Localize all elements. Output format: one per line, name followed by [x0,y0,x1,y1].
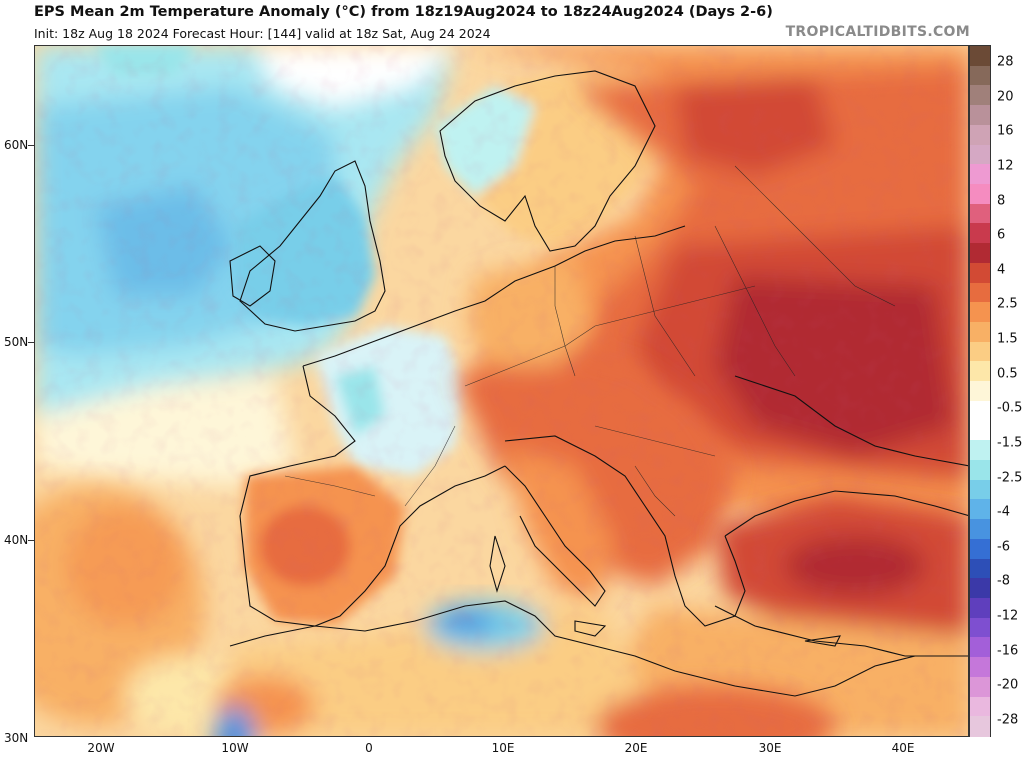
colorbar-label: -4 [997,504,1010,520]
lon-label-0: 0 [365,741,373,755]
britain-coast [239,160,386,332]
colorbar-segment [970,164,990,185]
north-africa-coast [229,600,916,697]
lon-label-40e: 40E [891,741,915,755]
temperature-anomaly-map [34,45,969,737]
colorbar-segment [970,400,990,422]
black-sea-north-coast [734,375,968,467]
colorbar-label: -1.5 [997,435,1023,451]
colorbar-label: -28 [997,712,1019,728]
colorbar-label: 4 [997,262,1006,278]
colorbar-segment [970,184,990,205]
lat-label-40n: 40N [4,533,29,547]
colorbar-segment [970,243,990,264]
colorbar-label: -0.5 [997,400,1023,416]
colorbar-segment [970,538,990,560]
colorbar-segment [970,578,990,599]
lon-label-20w: 20W [87,741,115,755]
colorbar-label: -8 [997,573,1010,589]
map-canvas [35,46,968,736]
western-europe-coast [239,365,506,627]
map-title: EPS Mean 2m Temperature Anomaly (°C) fro… [34,4,773,20]
lat-label-60n: 60N [4,138,29,152]
colorbar-label: 0.5 [997,366,1018,382]
lon-label-10w: 10W [221,741,249,755]
colorbar-label: -2.5 [997,470,1023,486]
colorbar-segment [970,637,990,658]
lon-label-30e: 30E [758,741,782,755]
colorbar-label: 6 [997,227,1006,243]
sardinia-coast [489,535,506,593]
colorbar-segment [970,696,990,717]
brand-watermark: TROPICALTIDBITS.COM [785,24,970,40]
colorbar-label: 1.5 [997,331,1018,347]
turkey-south-coast [714,605,968,657]
colorbar-segment [970,499,990,520]
colorbar-legend [969,45,991,737]
italy-coast [504,465,606,607]
colorbar-segment [970,676,990,698]
colorbar-segment [970,341,990,363]
lat-label-30n: 30N [4,731,29,745]
colorbar-label: 16 [997,123,1014,139]
colorbar-segment [970,420,990,441]
lon-label-10e: 10E [491,741,515,755]
texture-overlay [35,46,968,736]
colorbar-segment [970,46,990,67]
colorbar-label: -20 [997,677,1019,693]
colorbar-segment [970,262,990,284]
cyprus-coast [804,635,841,647]
colorbar-segment [970,65,990,87]
colorbar-segment [970,479,990,501]
colorbar-segment [970,598,990,619]
ireland-coast [229,245,276,307]
north-sea-coast [302,225,686,367]
colorbar-segment [970,85,990,106]
colorbar-label: -12 [997,608,1019,624]
colorbar-label: -16 [997,643,1019,659]
colorbar-label: 12 [997,158,1014,174]
colorbar-segment [970,124,990,146]
colorbar-segment [970,716,990,737]
coastlines [229,70,968,697]
lon-label-20e: 20E [624,741,648,755]
colorbar-label: -6 [997,539,1010,555]
colorbar-segment [970,144,990,165]
colorbar-segment [970,203,990,225]
colorbar-segment [970,361,990,382]
colorbar-segment [970,105,990,126]
colorbar-label: 20 [997,89,1014,105]
lat-label-50n: 50N [4,335,29,349]
colorbar-label: 2.5 [997,296,1018,312]
colorbar-segment [970,657,990,678]
scandinavia-coast [439,70,656,252]
colorbar-segment [970,558,990,579]
colorbar-segment [970,440,990,461]
colorbar-segment [970,381,990,402]
colorbar-segment [970,519,990,540]
map-subtitle: Init: 18z Aug 18 2024 Forecast Hour: [14… [34,26,491,41]
colorbar-segment [970,460,990,481]
sicily-coast [574,620,607,637]
country-borders [284,165,896,517]
lat-tick [28,145,34,146]
lat-tick [28,540,34,541]
colorbar-segment [970,617,990,639]
colorbar-segment [970,223,990,244]
black-sea-south-coast [724,490,968,537]
colorbar-segment [970,322,990,343]
colorbar-label: 8 [997,193,1006,209]
colorbar-segment [970,302,990,323]
colorbar-label: 28 [997,54,1014,70]
adriatic-balkan-coast [504,435,746,627]
colorbar-segment [970,282,990,303]
lat-tick [28,342,34,343]
